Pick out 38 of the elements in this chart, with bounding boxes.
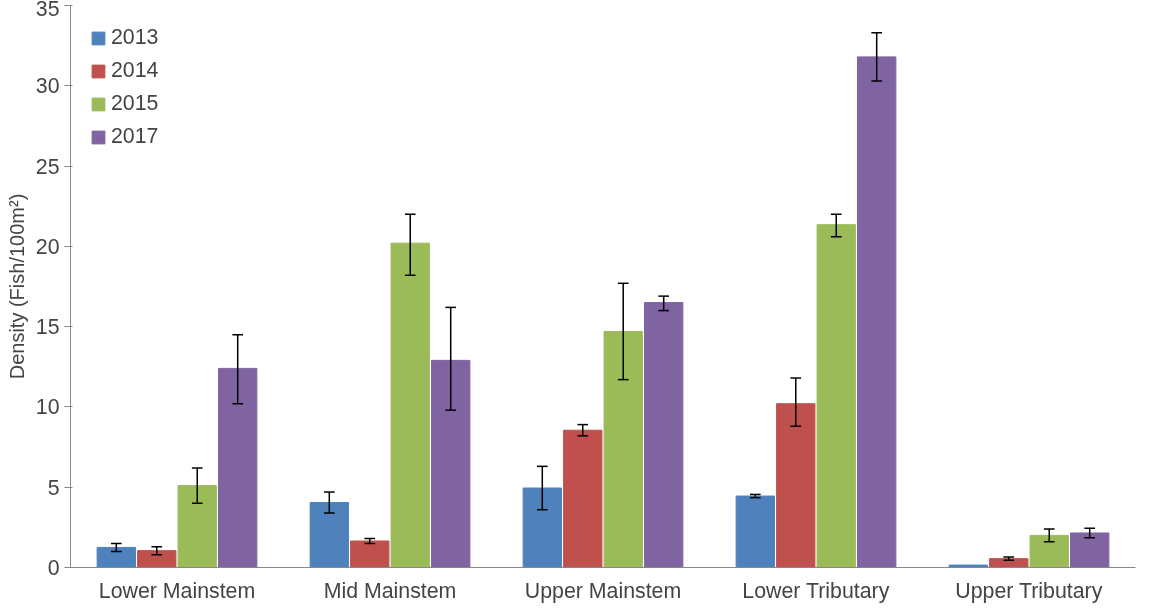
bar (816, 224, 856, 568)
bar (137, 550, 177, 568)
y-tick-label: 25 (35, 154, 60, 179)
bar (218, 367, 258, 568)
bar (1029, 534, 1069, 568)
x-tick-label: Lower Mainstem (98, 578, 256, 603)
bar (1070, 532, 1110, 568)
y-axis-title: Density (Fish/100m²) (5, 193, 28, 380)
bar (431, 359, 471, 568)
bar (644, 302, 684, 568)
y-tick-label: 5 (47, 475, 60, 500)
x-tick-label: Upper Mainstem (524, 578, 682, 603)
bar (776, 403, 816, 568)
x-tick-label: Upper Tributary (955, 578, 1103, 603)
bar (857, 56, 897, 568)
bar (309, 501, 349, 568)
legend-label: 2013 (111, 25, 159, 50)
bar (563, 429, 603, 568)
bar (735, 495, 775, 568)
bar (390, 242, 430, 568)
x-tick-label: Mid Mainstem (323, 578, 457, 603)
y-tick-label: 20 (35, 234, 60, 259)
legend-label: 2015 (111, 91, 159, 116)
y-tick-label: 30 (35, 74, 60, 99)
bar (948, 564, 988, 568)
bar (177, 485, 217, 568)
y-tick-label: 35 (35, 0, 60, 21)
bar (350, 540, 390, 568)
bar (522, 487, 562, 568)
y-tick-label: 15 (35, 315, 60, 340)
bar (96, 546, 136, 568)
x-tick-label: Lower Tributary (742, 578, 890, 603)
bar (603, 330, 643, 568)
y-tick-label: 10 (35, 395, 60, 420)
bar (989, 558, 1029, 568)
legend-label: 2017 (111, 124, 159, 149)
legend-label: 2014 (111, 58, 159, 83)
y-tick-label: 0 (47, 556, 60, 580)
